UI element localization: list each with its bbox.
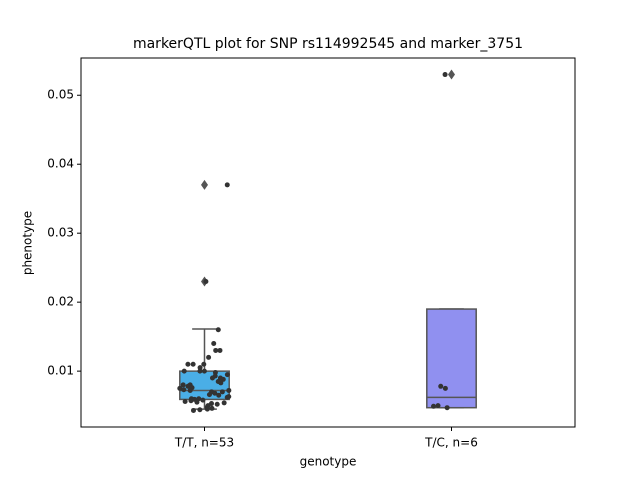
outlier <box>448 69 455 80</box>
point <box>442 385 448 391</box>
point <box>213 347 219 353</box>
point <box>431 403 437 409</box>
x-tick-label: T/C, n=6 <box>424 436 478 450</box>
point <box>182 398 188 404</box>
point <box>209 375 215 381</box>
point <box>442 72 448 78</box>
point <box>218 380 224 386</box>
point <box>201 368 207 374</box>
point <box>200 397 206 403</box>
point <box>188 398 194 404</box>
y-tick-label: 0.02 <box>47 295 74 309</box>
point <box>185 383 191 389</box>
point <box>203 278 209 284</box>
point <box>214 401 220 407</box>
point <box>177 385 183 391</box>
point <box>190 361 196 367</box>
point <box>197 368 203 374</box>
y-tick-label: 0.05 <box>47 88 74 102</box>
point <box>190 407 196 413</box>
point <box>197 407 203 413</box>
point <box>221 400 227 406</box>
y-tick-label: 0.01 <box>47 364 74 378</box>
point <box>220 376 226 382</box>
point <box>187 387 193 393</box>
point <box>204 406 210 412</box>
point <box>181 387 187 393</box>
point <box>209 405 215 411</box>
point <box>185 361 191 367</box>
point <box>180 382 186 388</box>
box <box>426 308 477 409</box>
y-tick-label: 0.03 <box>47 226 74 240</box>
outlier <box>201 179 208 190</box>
point <box>226 387 232 393</box>
y-axis-label: phenotype <box>21 211 35 275</box>
point <box>444 405 450 411</box>
point <box>206 392 212 398</box>
point <box>181 368 187 374</box>
plot-frame <box>80 57 576 428</box>
point <box>212 390 218 396</box>
chart-title: markerQTL plot for SNP rs114992545 and m… <box>133 36 523 52</box>
x-axis-label: genotype <box>300 455 357 469</box>
point <box>435 403 441 409</box>
point <box>224 394 230 400</box>
x-tick-label: T/T, n=53 <box>174 436 234 450</box>
point <box>438 383 444 389</box>
point <box>224 372 230 378</box>
point <box>211 341 217 347</box>
point <box>215 327 221 333</box>
y-tick-label: 0.04 <box>47 157 74 171</box>
point <box>206 354 212 360</box>
point <box>201 361 207 367</box>
point <box>224 182 230 188</box>
point <box>216 392 222 398</box>
point <box>217 347 223 353</box>
point <box>219 389 225 395</box>
point <box>194 399 200 405</box>
